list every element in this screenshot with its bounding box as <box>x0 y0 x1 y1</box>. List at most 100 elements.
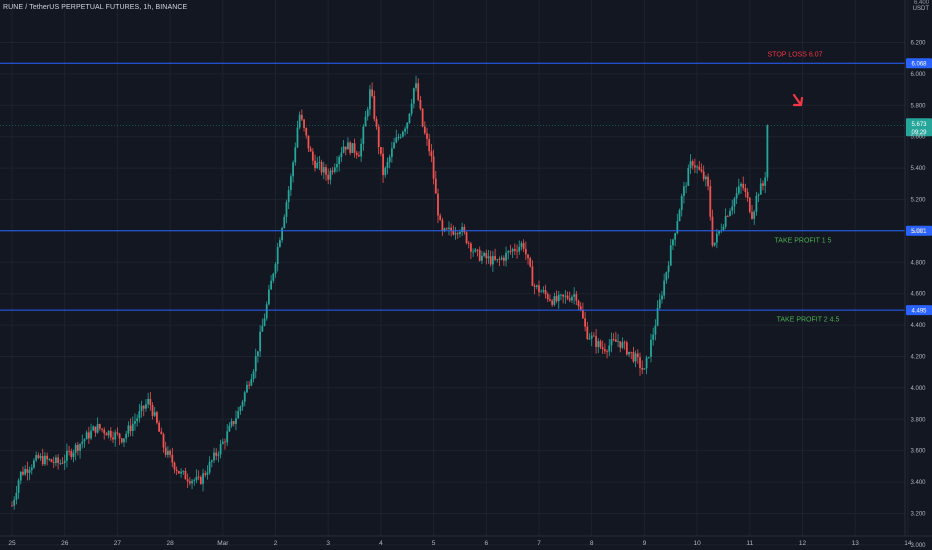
candle-body <box>44 455 46 465</box>
candle-body <box>237 411 240 419</box>
candle-body <box>676 221 679 234</box>
candle-body <box>160 431 163 435</box>
time-axis[interactable]: 25 26 27 28 Mar 2 3 4 5 6 7 8 9 10 11 12 13 14 <box>8 540 912 547</box>
candle-body <box>704 176 707 180</box>
candle-body <box>81 441 84 444</box>
candle-body <box>197 476 200 478</box>
candle-body <box>61 462 64 464</box>
candle-body <box>529 258 532 267</box>
candle-body <box>562 294 565 297</box>
level-note-take_profit_2: TAKE PROFIT 2 4.5 <box>777 317 840 324</box>
candle-body <box>388 156 391 162</box>
candle-body <box>586 326 589 340</box>
candle-body <box>298 114 301 128</box>
candle-body <box>333 167 336 172</box>
candle-body <box>606 351 608 353</box>
candle-body <box>737 186 740 194</box>
candle-body <box>35 455 38 461</box>
candle-body <box>595 336 597 347</box>
candle-body <box>599 341 602 348</box>
candle-body <box>351 143 354 153</box>
candle-body <box>261 325 264 332</box>
candle-body <box>454 233 457 235</box>
candle-body <box>96 424 99 433</box>
candle-body <box>417 83 420 101</box>
price-axis[interactable]: 3.000 3.200 3.400 3.600 3.800 4.000 4.200 4.400… <box>910 41 926 549</box>
candle-body <box>358 155 360 157</box>
candle-body <box>257 351 259 357</box>
candle-body <box>430 151 433 157</box>
candle-body <box>511 249 514 252</box>
candle-body <box>131 423 134 431</box>
candle-body <box>757 194 760 196</box>
candle-body <box>342 146 345 153</box>
candle-body <box>443 228 446 231</box>
price-tick-label: 5.000 <box>910 229 926 235</box>
candle-body <box>101 428 103 430</box>
candle-body <box>608 345 611 352</box>
candle-body <box>628 351 630 355</box>
time-tick-label: 12 <box>799 540 807 547</box>
candle-body <box>219 443 222 455</box>
candle-body <box>588 338 591 340</box>
candle-body <box>147 398 150 405</box>
candle-body <box>340 152 343 157</box>
candle-body <box>103 429 106 434</box>
last-price-badge <box>906 118 932 137</box>
price-tick-label: 3.000 <box>910 543 926 549</box>
candle-body <box>331 170 334 172</box>
price-tick-label: 4.000 <box>910 386 926 392</box>
candle-body <box>118 433 121 439</box>
candle-body <box>610 339 613 346</box>
time-tick-label: 25 <box>8 540 16 547</box>
candle-body <box>680 195 683 211</box>
time-tick-label: Mar <box>217 540 229 547</box>
candle-body <box>107 430 110 436</box>
candle-body <box>601 347 604 350</box>
candle-body <box>182 470 185 472</box>
candle-body <box>15 492 18 500</box>
candle-body <box>571 296 573 301</box>
candle-body <box>401 131 404 137</box>
candle-body <box>307 135 310 149</box>
candle-body <box>384 167 387 176</box>
candle-body <box>448 227 450 229</box>
candle-body <box>707 176 709 187</box>
candle-body <box>65 450 68 461</box>
candle-body <box>522 243 525 249</box>
price-tick-label: 6.200 <box>910 41 926 47</box>
candle-body <box>26 469 29 473</box>
candle-body <box>158 422 161 432</box>
candle-body <box>50 459 53 463</box>
candle-body <box>524 248 527 255</box>
candle-body <box>259 331 262 352</box>
candle-body <box>98 424 101 429</box>
candle-body <box>656 307 659 326</box>
candle-body <box>92 426 95 431</box>
time-tick-label: 9 <box>643 540 647 547</box>
last-price-countdown: 09:29 <box>911 130 927 136</box>
candle-body <box>393 142 395 149</box>
candle-body <box>751 212 753 219</box>
candle-body <box>544 290 547 295</box>
candle-body <box>349 142 352 153</box>
candle-body <box>116 432 119 434</box>
time-tick-label: 8 <box>590 540 594 547</box>
candle-body <box>584 318 587 327</box>
candle-body <box>542 290 545 292</box>
candle-body <box>724 216 727 227</box>
level-badge-label-stop_loss: 6.068 <box>911 61 927 67</box>
candle-body <box>579 306 582 310</box>
level-badge-take_profit_1 <box>906 225 932 236</box>
candle-body <box>169 450 171 455</box>
candle-body <box>672 239 674 246</box>
horizontal-levels[interactable]: 6.068 STOP LOSS 6.07 5.001 TAKE PROFIT 1 5 4… <box>0 51 932 324</box>
candle-body <box>744 188 747 193</box>
candle-body <box>678 210 681 222</box>
candle-body <box>235 418 237 424</box>
level-note-stop_loss: STOP LOSS 6.07 <box>768 51 823 58</box>
candle-body <box>663 280 666 296</box>
candle-body <box>369 89 371 110</box>
